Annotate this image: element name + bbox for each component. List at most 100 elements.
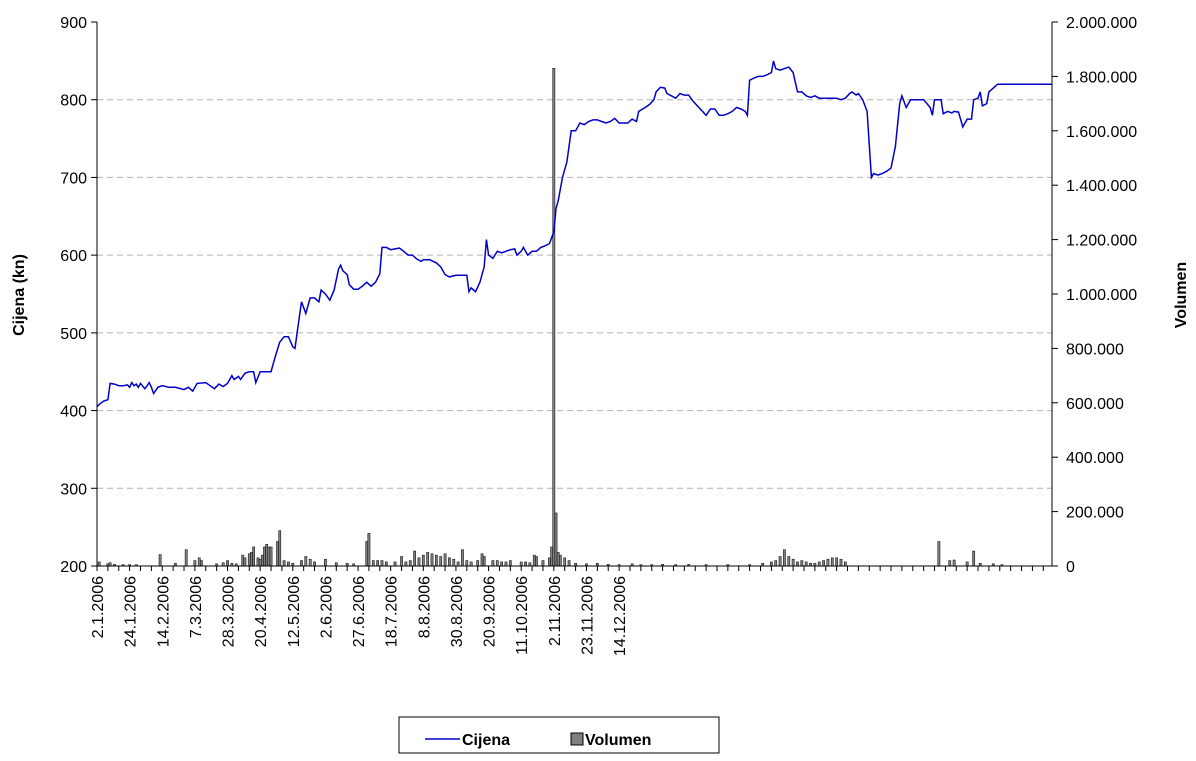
volume-bar	[384, 561, 388, 567]
volume-bar	[937, 541, 941, 567]
volume-bar	[469, 561, 473, 567]
volume-bar	[822, 560, 825, 567]
x-tick-label: 8.8.2006	[416, 576, 433, 638]
x-tick-label: 18.7.2006	[384, 576, 401, 647]
volume-bar	[452, 558, 456, 567]
volume-bar	[435, 554, 438, 567]
x-tick-label: 28.3.2006	[221, 576, 238, 647]
volume-bar	[269, 546, 273, 567]
x-tick-label: 27.6.2006	[351, 576, 368, 647]
volume-bar	[552, 67, 556, 567]
volume-bar	[839, 558, 843, 567]
volume-bar	[308, 558, 312, 567]
x-tick-label: 14.12.2006	[612, 576, 629, 656]
volume-bar	[519, 561, 523, 567]
legend-volume-label: Volumen	[585, 732, 651, 749]
volume-bar	[778, 556, 782, 567]
volume-bar	[535, 556, 538, 567]
x-tick-label: 2.1.2006	[90, 576, 107, 638]
volume-bar	[804, 561, 808, 567]
volume-bar	[567, 560, 571, 567]
x-tick-label: 2.11.2006	[547, 576, 564, 646]
y2-tick-label: 1.400.000	[1066, 178, 1137, 195]
volume-bar	[393, 561, 397, 567]
volume-bar	[376, 560, 379, 567]
axes	[91, 21, 1058, 571]
x-tick-label: 14.2.2006	[155, 576, 172, 647]
volume-bar	[282, 560, 286, 567]
volume-bar	[791, 558, 795, 567]
price-line	[96, 60, 1052, 408]
volume-bar	[508, 560, 512, 567]
legend: Cijena Volumen	[398, 716, 720, 754]
volume-bar	[260, 554, 264, 567]
volume-bar	[480, 553, 484, 567]
volume-bar	[417, 557, 421, 567]
volume-bar	[563, 557, 567, 567]
volume-bar	[504, 561, 508, 567]
volume-bar	[965, 561, 969, 567]
y2-tick-label: 400.000	[1066, 450, 1124, 467]
x-tick-label: 24.1.2006	[123, 576, 140, 647]
volume-bar	[817, 561, 821, 567]
volume-bar	[367, 533, 371, 567]
y-tick-label: 900	[60, 15, 87, 32]
volume-bar	[500, 561, 503, 567]
volume-bar	[193, 560, 197, 567]
y-tick-label: 800	[60, 93, 87, 110]
volume-bar	[800, 560, 804, 567]
volume-bar	[461, 549, 464, 567]
volume-bar	[952, 559, 956, 567]
volume-bar	[226, 560, 229, 567]
y-axis-title: Cijena (kn)	[11, 254, 28, 336]
y2-tick-label: 2.000.000	[1066, 15, 1137, 32]
volume-bar	[835, 557, 838, 567]
volume-bar	[278, 530, 282, 567]
y2-tick-label: 1.600.000	[1066, 124, 1137, 141]
grid-lines	[97, 99, 1052, 489]
volume-bar	[830, 557, 834, 567]
price-line-group	[96, 60, 1052, 408]
volume-bar	[430, 553, 434, 567]
volume-bar	[421, 554, 425, 567]
y2-axis-title: Volumen	[1173, 262, 1190, 328]
volume-bar	[843, 561, 847, 567]
volume-bar	[267, 546, 271, 567]
volume-bar	[276, 541, 279, 567]
volume-bar	[247, 553, 251, 567]
x-tick-label: 20.9.2006	[482, 576, 499, 647]
volume-bar	[380, 560, 384, 567]
legend-volume-swatch	[570, 732, 584, 746]
volume-bar	[448, 557, 451, 567]
volume-bar	[324, 558, 327, 567]
volume-bar	[408, 560, 412, 567]
volume-bar	[265, 543, 269, 567]
volume-bar	[524, 561, 527, 567]
volume-bar	[287, 561, 290, 567]
y2-tick-label: 1.800.000	[1066, 69, 1137, 86]
volume-bar	[413, 550, 416, 567]
volume-bar	[197, 557, 201, 567]
x-tick-label: 2.6.2006	[318, 576, 335, 638]
volume-bar	[304, 556, 308, 567]
volume-bar	[554, 512, 558, 567]
x-tick-label: 30.8.2006	[449, 576, 466, 647]
volume-bars	[97, 67, 1004, 567]
volume-bar	[300, 560, 303, 567]
x-tick-label: 23.11.2006	[580, 576, 597, 655]
volume-bar	[439, 556, 443, 567]
volume-bar	[250, 552, 253, 567]
volume-bar	[404, 561, 408, 567]
volume-bar	[541, 560, 545, 567]
volume-bar	[787, 556, 791, 567]
y2-tick-label: 600.000	[1066, 396, 1124, 413]
volume-bar	[770, 561, 773, 567]
volume-bar	[256, 557, 260, 567]
volume-bar	[548, 557, 551, 567]
volume-bar	[200, 560, 203, 567]
volume-bar	[400, 556, 403, 567]
y-tick-label: 700	[60, 170, 87, 187]
volume-bar	[796, 561, 799, 567]
volume-bar	[774, 560, 778, 567]
